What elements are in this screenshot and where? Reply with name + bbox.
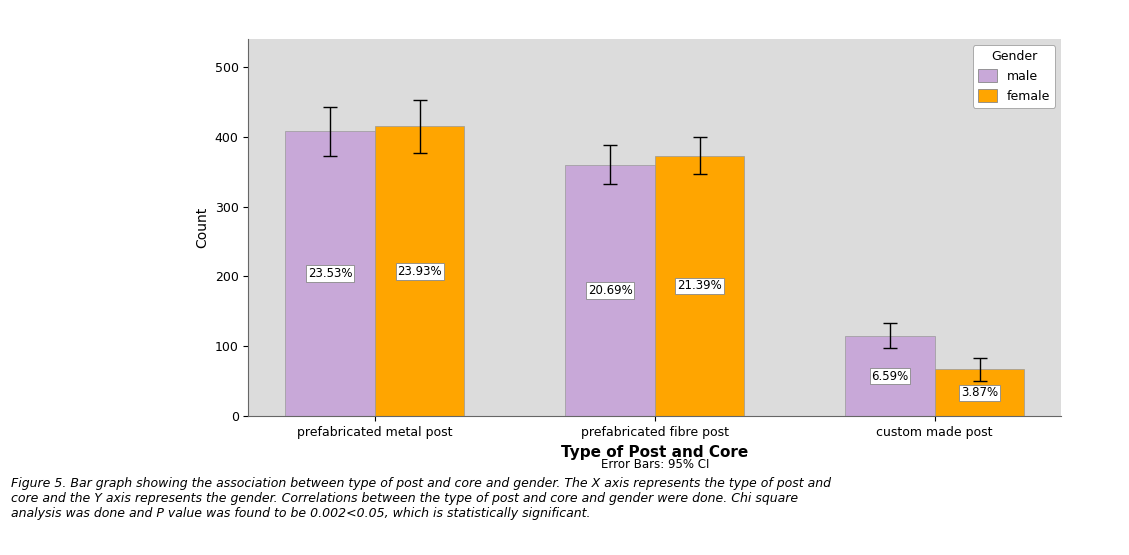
Bar bbox=[286, 131, 375, 416]
Text: 3.87%: 3.87% bbox=[961, 386, 998, 400]
Bar bbox=[655, 155, 744, 416]
Text: 6.59%: 6.59% bbox=[872, 370, 909, 382]
Text: 20.69%: 20.69% bbox=[588, 284, 632, 297]
Bar bbox=[375, 126, 464, 416]
Text: 23.93%: 23.93% bbox=[397, 265, 441, 278]
Bar bbox=[846, 336, 935, 416]
Text: Error Bars: 95% CI: Error Bars: 95% CI bbox=[601, 458, 709, 471]
Legend: male, female: male, female bbox=[973, 45, 1054, 108]
Bar bbox=[935, 370, 1024, 416]
Text: Figure 5. Bar graph showing the association between type of post and core and ge: Figure 5. Bar graph showing the associat… bbox=[11, 477, 831, 520]
Text: 21.39%: 21.39% bbox=[677, 279, 721, 292]
Text: 23.53%: 23.53% bbox=[308, 267, 352, 280]
Bar bbox=[566, 165, 655, 416]
Y-axis label: Count: Count bbox=[195, 207, 209, 248]
X-axis label: Type of Post and Core: Type of Post and Core bbox=[561, 445, 749, 460]
